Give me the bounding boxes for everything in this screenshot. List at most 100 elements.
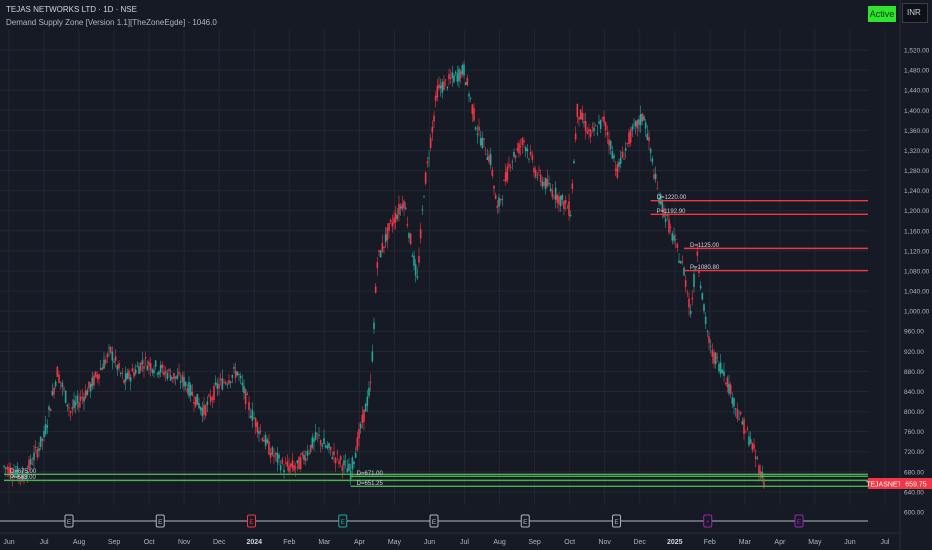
zone-label: D=651.25: [357, 481, 384, 487]
candle-body: [381, 242, 384, 252]
candle-body: [653, 174, 655, 179]
candle-body: [614, 168, 617, 171]
candle-body: [601, 117, 604, 119]
candle-body: [611, 151, 614, 159]
candle-body: [223, 381, 225, 383]
candle-body: [53, 387, 55, 395]
candle-body: [698, 271, 700, 273]
candle-body: [198, 403, 200, 409]
candle-body: [713, 352, 715, 364]
candle-body: [209, 396, 212, 403]
candle-body: [701, 292, 704, 300]
candle-body: [486, 157, 489, 161]
candle-body: [246, 394, 249, 396]
candle-body: [199, 406, 202, 411]
price-tick-label: 1,400.00: [904, 108, 930, 115]
candle-body: [311, 437, 314, 448]
event-marker-label: E: [523, 519, 528, 526]
candle-body: [374, 286, 377, 293]
candle-body: [699, 285, 702, 289]
candle-body: [434, 95, 437, 101]
candle-body: [133, 371, 135, 377]
indicator-legend[interactable]: Demand Supply Zone [Version 1.1][TheZone…: [6, 18, 217, 27]
candle-body: [436, 85, 439, 98]
candle-body: [566, 207, 569, 209]
event-marker: [429, 514, 439, 528]
candle-body: [496, 205, 499, 208]
candle-body: [204, 405, 207, 416]
candle-body: [618, 161, 620, 167]
candle-body: [154, 360, 157, 367]
candle-body: [298, 457, 300, 470]
candle-body: [608, 139, 610, 146]
candle-body: [484, 154, 487, 155]
symbol-tag: TEJASNET: [866, 482, 903, 489]
price-tick-label: 920.00: [904, 349, 924, 356]
candle-body: [541, 181, 544, 187]
candle-body: [616, 164, 619, 178]
candle-body: [454, 71, 457, 74]
candle-body: [424, 172, 427, 184]
candle-body: [403, 200, 405, 209]
candle-body: [6, 467, 9, 470]
candle-body: [704, 316, 707, 324]
candle-body: [458, 68, 460, 82]
candle-body: [203, 404, 205, 415]
event-marker-label: E: [158, 519, 163, 526]
candle-body: [76, 395, 79, 403]
candle-body: [636, 119, 639, 129]
candle-body: [621, 151, 624, 158]
time-tick-label: Jun: [424, 539, 435, 546]
price-tick-label: 1,320.00: [904, 148, 930, 155]
candle-body: [149, 363, 152, 371]
currency-button[interactable]: INR: [902, 3, 928, 23]
candle-body: [746, 428, 749, 430]
candle-body: [258, 431, 260, 435]
event-marker: [338, 514, 348, 528]
candle-body: [286, 461, 289, 467]
candle-body: [68, 407, 70, 409]
candle-body: [38, 448, 40, 452]
candle-body: [416, 276, 419, 278]
time-axis[interactable]: Jun Jul Aug Sep Oct Nov Dec 2024 Feb Mar Apr May Jun…: [0, 532, 900, 546]
candle-body: [546, 178, 549, 187]
candle-body: [14, 471, 17, 474]
candle-body: [256, 422, 259, 433]
candle-body: [46, 425, 49, 428]
time-tick-label: Apr: [774, 539, 786, 546]
time-tick-label: 2025: [667, 539, 683, 546]
candle-body: [326, 445, 329, 449]
candle-body: [41, 438, 44, 441]
candle-body: [69, 411, 72, 413]
candle-body: [244, 389, 247, 404]
price-axis[interactable]: 600.00 640.00 680.00 720.00 760.00 800.00 840.…: [899, 0, 930, 550]
candle-body: [694, 268, 697, 270]
candle-body: [169, 375, 172, 381]
candle-body: [331, 457, 334, 459]
candle-body: [488, 155, 490, 163]
zone-label: P=663.00: [10, 475, 37, 481]
candle-body: [578, 117, 580, 120]
candle-body: [71, 407, 74, 410]
candle-body: [228, 380, 230, 384]
symbol-legend[interactable]: TEJAS NETWORKS LTD · 1D · NSE: [6, 5, 137, 14]
candle-body: [186, 388, 189, 393]
price-tick-label: 800.00: [904, 409, 924, 416]
candle-body: [639, 113, 642, 126]
candle-body: [308, 453, 310, 454]
candle-body: [294, 466, 297, 469]
candle-body: [39, 436, 42, 447]
candle-body: [104, 359, 107, 364]
candle-body: [464, 82, 467, 86]
candle-body: [689, 310, 692, 315]
candle-body: [459, 71, 462, 79]
candle-body: [191, 391, 194, 396]
candle-body: [266, 439, 269, 443]
time-tick-label: Apr: [354, 539, 366, 546]
candle-body: [279, 465, 282, 471]
candle-body: [21, 470, 24, 480]
candle-body: [404, 207, 407, 210]
candle-body: [583, 121, 585, 123]
candle-body: [521, 138, 524, 145]
